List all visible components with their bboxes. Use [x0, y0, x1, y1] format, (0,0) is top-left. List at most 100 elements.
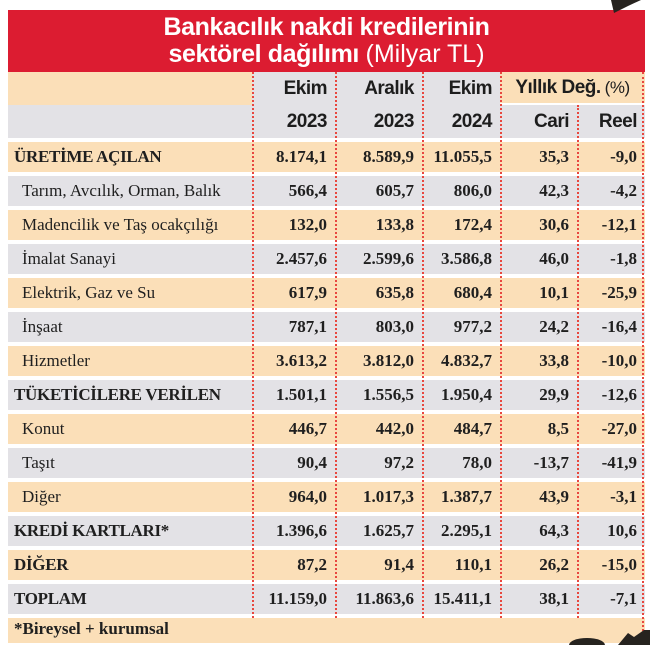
row-value: 11.159,0	[268, 589, 327, 608]
row-value: 484,7	[453, 419, 492, 438]
row-value: 78,0	[462, 453, 492, 472]
row-label: Elektrik, Gaz ve Su	[22, 283, 156, 302]
row-value: 132,0	[288, 215, 327, 234]
row-value: -25,9	[601, 283, 637, 302]
header-label-spacer-top	[8, 72, 252, 105]
row-value: 30,6	[539, 215, 569, 234]
row-value: -12,6	[601, 385, 637, 404]
table-row: Diğer 964,0 1.017,3 1.387,7 43,9 -3,1	[8, 482, 645, 512]
header-cari: Cari	[500, 105, 577, 138]
row-value: 110,1	[454, 555, 492, 574]
table-row: Madencilik ve Taş ocakçılığı 132,0 133,8 17…	[8, 210, 645, 240]
table-row: TÜKETİCİLERE VERİLEN 1.501,1 1.556,5 1.950,…	[8, 380, 645, 410]
table-row: KREDİ KARTLARI* 1.396,6 1.625,7 2.295,1 64,3…	[8, 516, 645, 546]
row-value: 90,4	[297, 453, 327, 472]
row-value: 803,0	[375, 317, 414, 336]
credit-table: Bankacılık nakdi kredilerinin sektörel d…	[8, 10, 645, 643]
row-label: TOPLAM	[14, 589, 87, 608]
table-header: Ekim Aralık Ekim Yıllık Değ. (%) 2023 202…	[8, 72, 645, 138]
row-value: -7,1	[610, 589, 637, 608]
table-row: ÜRETİME AÇILAN 8.174,1 8.589,9 11.055,5 35,3…	[8, 142, 645, 172]
row-value: 172,4	[453, 215, 492, 234]
row-value: 3.586,8	[441, 249, 492, 268]
row-label: KREDİ KARTLARI*	[14, 521, 170, 540]
table-row: İmalat Sanayi 2.457,6 2.599,6 3.586,8 46,0 -1…	[8, 244, 645, 274]
row-value: -1,8	[610, 249, 637, 268]
row-value: -16,4	[601, 317, 637, 336]
row-value: -41,9	[601, 453, 637, 472]
row-value: 10,1	[539, 283, 569, 302]
table-row: Konut 446,7 442,0 484,7 8,5 -27,0	[8, 414, 645, 444]
row-value: -3,1	[610, 487, 637, 506]
row-value: 8.174,1	[276, 147, 327, 166]
row-value: 87,2	[297, 555, 327, 574]
header-label-spacer-bottom	[8, 105, 252, 138]
header-yillik-deg: Yıllık Değ. (%)	[500, 72, 645, 105]
row-value: 977,2	[453, 317, 492, 336]
row-value: 64,3	[539, 521, 569, 540]
row-value: 617,9	[288, 283, 327, 302]
row-value: 964,0	[288, 487, 327, 506]
table-row: Elektrik, Gaz ve Su 617,9 635,8 680,4 10,1 -2…	[8, 278, 645, 308]
row-value: 15.411,1	[433, 589, 492, 608]
row-value: 1.017,3	[363, 487, 414, 506]
row-value: 3.812,0	[363, 351, 414, 370]
header-month-ekim-2024: Ekim	[422, 72, 500, 105]
row-value: -15,0	[601, 555, 637, 574]
row-label: Taşıt	[22, 453, 55, 472]
table-row: Tarım, Avcılık, Orman, Balık 566,4 605,7 80…	[8, 176, 645, 206]
table-right-border	[642, 72, 644, 643]
table-title-line1: Bankacılık nakdi kredilerinin	[163, 13, 490, 41]
column-divider	[577, 105, 579, 618]
row-label: Madencilik ve Taş ocakçılığı	[22, 215, 219, 234]
row-value: 2.457,6	[276, 249, 327, 268]
row-value: 4.832,7	[441, 351, 492, 370]
column-divider	[252, 72, 254, 618]
row-value: 38,1	[539, 589, 569, 608]
header-yillik-unit: (%)	[604, 77, 630, 97]
row-value: 1.625,7	[363, 521, 414, 540]
row-value: 11.863,6	[355, 589, 414, 608]
row-value: 2.599,6	[363, 249, 414, 268]
row-value: 8,5	[547, 419, 569, 438]
row-value: 133,8	[375, 215, 414, 234]
row-label: Diğer	[22, 487, 61, 506]
row-value: -13,7	[533, 453, 569, 472]
table-row: Hizmetler 3.613,2 3.812,0 4.832,7 33,8 -10,0	[8, 346, 645, 376]
table-title-banner: Bankacılık nakdi kredilerinin sektörel d…	[8, 10, 645, 72]
table-title-line2: sektörel dağılımı (Milyar TL)	[8, 41, 645, 68]
row-value: -4,2	[610, 181, 637, 200]
row-label: İmalat Sanayi	[22, 249, 116, 268]
row-value: 566,4	[288, 181, 327, 200]
row-value: 91,4	[384, 555, 414, 574]
header-month-aralik-2023: Aralık	[335, 72, 422, 105]
header-month-ekim-2023: Ekim	[252, 72, 335, 105]
row-value: 446,7	[288, 419, 327, 438]
row-value: 3.613,2	[276, 351, 327, 370]
row-value: 10,6	[607, 521, 637, 540]
row-value: 11.055,5	[433, 147, 492, 166]
row-value: 1.501,1	[276, 385, 327, 404]
row-value: 635,8	[375, 283, 414, 302]
row-value: 806,0	[453, 181, 492, 200]
row-value: 1.396,6	[276, 521, 327, 540]
header-reel: Reel	[577, 105, 645, 138]
table-body: ÜRETİME AÇILAN 8.174,1 8.589,9 11.055,5 35,3…	[8, 142, 645, 614]
row-value: 2.295,1	[441, 521, 492, 540]
column-divider	[422, 72, 424, 618]
table-row: Taşıt 90,4 97,2 78,0 -13,7 -41,9	[8, 448, 645, 478]
column-divider	[335, 72, 337, 618]
table-row: İnşaat 787,1 803,0 977,2 24,2 -16,4	[8, 312, 645, 342]
header-yillik-label: Yıllık Değ.	[515, 76, 601, 98]
row-label: Konut	[22, 419, 65, 438]
row-value: 1.950,4	[441, 385, 492, 404]
column-divider	[500, 72, 502, 618]
row-value: 33,8	[539, 351, 569, 370]
row-value: -10,0	[601, 351, 637, 370]
table-row: TOPLAM 11.159,0 11.863,6 15.411,1 38,1 -7,1	[8, 584, 645, 614]
row-value: 43,9	[539, 487, 569, 506]
row-value: 29,9	[539, 385, 569, 404]
row-label: ÜRETİME AÇILAN	[14, 147, 162, 166]
row-value: 680,4	[453, 283, 492, 302]
